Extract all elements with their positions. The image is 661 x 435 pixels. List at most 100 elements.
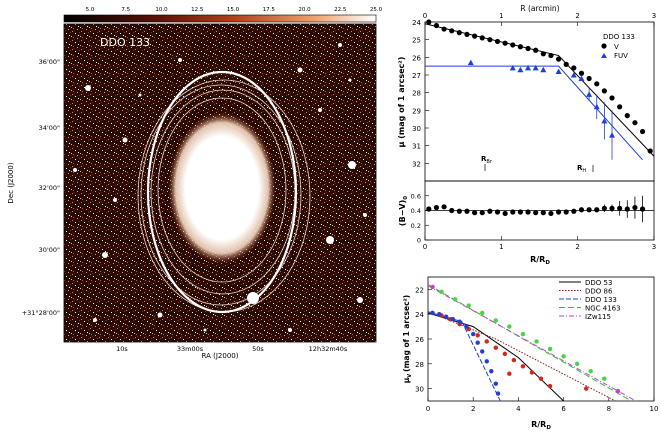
y-tick-label: 30 [412,125,421,133]
profile-point [480,310,485,316]
colorbar-tick-label: 5.0 [86,7,95,13]
top-x-tick-label: 1 [499,12,503,20]
ra-axis-label: RA (J2000) [202,352,239,360]
comparison-y-axis-label: μV(mag of 1 arcsec²) [402,295,413,383]
legend-label: NGC 4163 [585,305,621,313]
x-tick-label: 2 [575,243,579,251]
y-tick-label: 27 [412,72,421,80]
stars [73,43,367,332]
profile-point [538,376,544,381]
dec-tick-label: 36'00" [39,58,60,66]
v-point [517,44,524,50]
fuv-point [517,66,524,73]
legend-v-marker [601,43,607,49]
v-point [586,75,592,82]
y-tick-label: 30 [415,386,424,394]
colorbar-tick-label: 10.0 [155,7,168,13]
annotation-rh: RH [577,164,586,174]
fuv-point [540,66,547,73]
y-tick-label: 24 [415,311,424,319]
x-tick-label: 3 [652,243,656,251]
profile-point [547,383,553,389]
colorbar-tick-label: 7.5 [121,7,130,13]
v-point [548,52,554,59]
legend-label: DDO 53 [585,279,612,287]
v-point [555,56,562,62]
comparison-marks [430,284,621,396]
profile-point [493,318,498,323]
legend-label: DDO 133 [585,296,617,304]
v-point [441,26,447,32]
profile-point [561,354,566,359]
dec-axis-label: Dec (J2000) [7,162,15,203]
color-axes: 0 0.2 0.4 0.6 0 1 2 3 [411,192,657,251]
legend-v-label: V [614,43,619,51]
v-point [449,28,455,34]
profile-point [493,381,498,386]
v-point [540,51,546,57]
color-point [624,206,630,212]
profile-point [437,312,442,317]
profile-axes: 24 25 26 27 28 29 30 31 32 0 1 2 3 [412,12,656,168]
top-x-tick-label: 0 [423,12,427,20]
color-point [601,205,607,211]
legend-fuv-marker [601,53,607,58]
v-point [639,128,646,135]
y-tick-label: 28 [412,90,421,98]
profile-line [428,311,501,401]
ra-tick-label: 33m00s [177,345,204,353]
comparison-x-axis-label: R/RD [531,420,551,431]
colorbar-tick-label: 15.0 [227,7,240,13]
profile-point [493,345,498,350]
fuv-point [467,59,474,66]
profile-point [507,324,512,329]
profile-line [428,312,564,401]
color-point [517,209,524,215]
color-point [555,209,562,215]
color-point [632,204,638,211]
legend-label: DDO 86 [585,288,613,296]
y-tick-label: 0.6 [411,192,421,200]
color-point [426,206,432,212]
y-tick-label: 26 [415,336,424,344]
x-tick-label: 1 [499,243,503,251]
profile-fit-lines [424,23,655,161]
color-point [479,210,485,216]
y-tick-label: 25 [412,37,421,45]
profile-point [584,386,589,391]
color-point [533,210,539,216]
y-tick-label: 0.4 [411,207,421,215]
color-marks [425,195,654,223]
dec-tick-label: 30'00" [39,246,60,254]
fuv-point [570,72,577,78]
x-tick-label: 0 [426,405,430,413]
color-point [578,207,585,213]
colorbar-tick-label: 22.5 [334,7,347,13]
ra-tick-label: 10s [116,345,128,353]
color-point [617,205,623,211]
color-point [510,209,516,215]
fuv-point [593,103,600,110]
profile-point [430,310,435,316]
profile-point [450,316,456,322]
x-tick-label: 4 [516,405,521,413]
y-tick-label: 26 [412,54,421,62]
color-point [594,207,600,213]
dec-tick-label: 32'00" [39,184,60,192]
profile-marks [426,19,653,160]
fuv-point [578,75,585,82]
v-point [578,70,585,76]
color-point [571,208,577,214]
profile-point [480,349,485,354]
fit-line-v [424,23,655,157]
y-tick-label: 0 [417,237,421,245]
sky-image-panel: 5.0 7.5 10.0 12.5 15.0 17.5 20.0 22.5 25.0 [7,7,383,360]
profile-point [534,339,539,344]
profile-point [495,391,501,396]
profile-point [475,333,480,338]
annotation-rbr: RBr [481,155,493,165]
fuv-point [609,132,616,138]
